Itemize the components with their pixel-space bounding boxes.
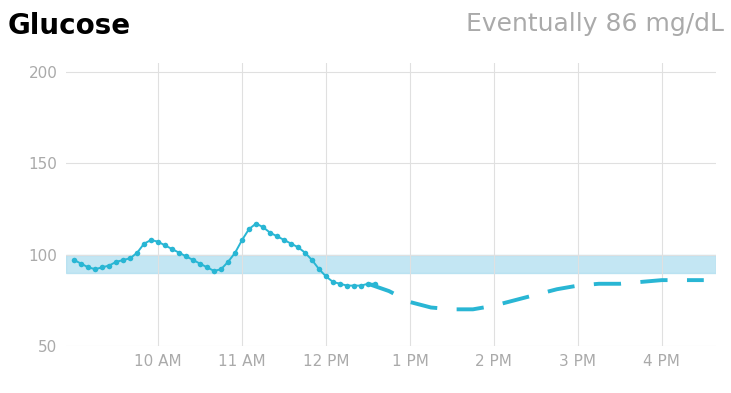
Bar (66, 255, 716, 273)
Text: Glucose: Glucose (7, 12, 130, 40)
Text: Eventually 86 mg/dL: Eventually 86 mg/dL (466, 12, 724, 36)
